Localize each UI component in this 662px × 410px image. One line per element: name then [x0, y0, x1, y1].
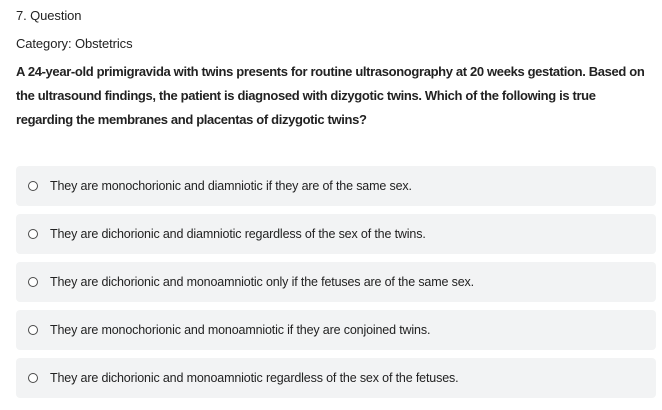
radio-unselected-icon[interactable] — [28, 277, 38, 287]
answer-option-text: They are dichorionic and monoamniotic on… — [50, 275, 474, 289]
question-category: Category: Obstetrics — [16, 36, 133, 51]
answer-option-5[interactable]: They are dichorionic and monoamniotic re… — [16, 358, 656, 398]
radio-unselected-icon[interactable] — [28, 181, 38, 191]
radio-unselected-icon[interactable] — [28, 325, 38, 335]
radio-unselected-icon[interactable] — [28, 373, 38, 383]
answer-option-text: They are monochorionic and monoamniotic … — [50, 323, 431, 337]
answer-option-3[interactable]: They are dichorionic and monoamniotic on… — [16, 262, 656, 302]
answer-option-4[interactable]: They are monochorionic and monoamniotic … — [16, 310, 656, 350]
answer-option-text: They are dichorionic and diamniotic rega… — [50, 227, 426, 241]
question-stem: A 24-year-old primigravida with twins pr… — [16, 64, 645, 127]
answer-option-text: They are monochorionic and diamniotic if… — [50, 179, 412, 193]
answer-option-1[interactable]: They are monochorionic and diamniotic if… — [16, 166, 656, 206]
answer-options: They are monochorionic and diamniotic if… — [16, 166, 656, 406]
answer-option-text: They are dichorionic and monoamniotic re… — [50, 371, 459, 385]
radio-unselected-icon[interactable] — [28, 229, 38, 239]
answer-option-2[interactable]: They are dichorionic and diamniotic rega… — [16, 214, 656, 254]
question-number: 7. Question — [16, 8, 82, 23]
